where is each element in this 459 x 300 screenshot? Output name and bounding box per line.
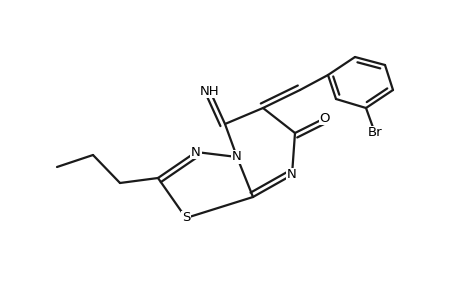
Text: Br: Br [367,127,381,140]
Text: O: O [319,112,330,124]
Text: NH: NH [200,85,219,98]
Text: N: N [232,151,241,164]
Text: S: S [181,212,190,224]
Text: N: N [190,146,201,158]
Text: N: N [286,169,296,182]
